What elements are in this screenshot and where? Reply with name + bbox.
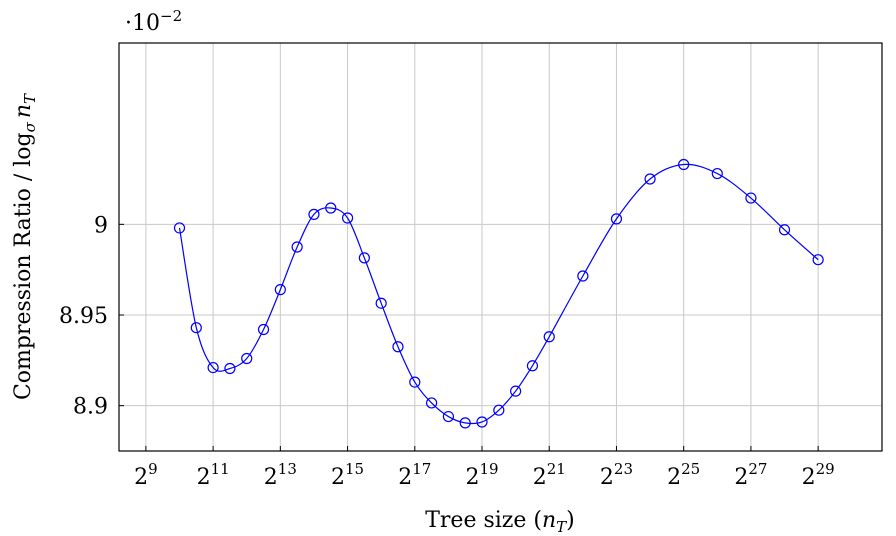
plot-frame xyxy=(118,42,883,452)
data-point xyxy=(577,270,589,282)
x-tick-label: 221 xyxy=(533,460,566,490)
data-point xyxy=(375,297,387,309)
data-point xyxy=(644,173,656,185)
data-point xyxy=(476,416,488,428)
data-point xyxy=(341,212,354,224)
data-point xyxy=(711,167,723,180)
data-point xyxy=(241,352,253,365)
data-point xyxy=(812,254,824,266)
data-point xyxy=(778,224,791,236)
x-tick-label: 217 xyxy=(398,460,431,490)
x-tick-label: 225 xyxy=(667,460,700,490)
y-axis-multiplier: ·10−2 xyxy=(125,7,182,36)
data-point xyxy=(358,252,370,264)
x-tick-label: 213 xyxy=(264,460,297,490)
y-tick-labels: 8.9 8.95 9 xyxy=(59,213,108,419)
y-tick-label: 8.9 xyxy=(73,395,108,420)
data-point xyxy=(190,322,202,334)
y-axis-label: Compression Ratio / logσnT xyxy=(11,93,39,400)
x-tick-label: 223 xyxy=(600,460,633,490)
data-point xyxy=(543,331,555,343)
series-line xyxy=(178,163,819,425)
x-tick-label: 211 xyxy=(197,460,230,490)
data-point xyxy=(207,361,219,374)
y-tick-label: 8.95 xyxy=(59,304,108,329)
data-point xyxy=(678,158,690,171)
data-point xyxy=(224,362,236,375)
data-point xyxy=(409,376,421,388)
x-tick-label: 29 xyxy=(134,460,158,490)
data-point xyxy=(257,323,270,336)
data-point xyxy=(610,213,623,225)
data-point xyxy=(308,208,320,220)
x-tick-label: 215 xyxy=(331,460,364,490)
data-point xyxy=(173,222,186,234)
data-point xyxy=(745,192,757,204)
grid-lines xyxy=(119,43,882,451)
data-point xyxy=(425,397,438,409)
data-point xyxy=(392,341,404,353)
data-point xyxy=(274,284,286,296)
data-point xyxy=(442,410,455,423)
x-tick-labels: 29 211 213 215 217 219 221 223 225 227 229 xyxy=(134,460,835,490)
data-point xyxy=(493,404,505,416)
data-point xyxy=(291,241,303,253)
y-tick-label: 9 xyxy=(94,213,108,238)
data-point xyxy=(526,360,539,372)
data-point xyxy=(459,417,471,429)
data-point xyxy=(325,202,337,214)
x-tick-label: 229 xyxy=(802,460,835,490)
x-axis-label: Tree size (nT) xyxy=(425,508,575,536)
series-layer xyxy=(173,158,824,429)
data-point xyxy=(510,385,522,397)
x-tick-label: 227 xyxy=(734,460,767,490)
x-tick-label: 219 xyxy=(465,460,498,490)
